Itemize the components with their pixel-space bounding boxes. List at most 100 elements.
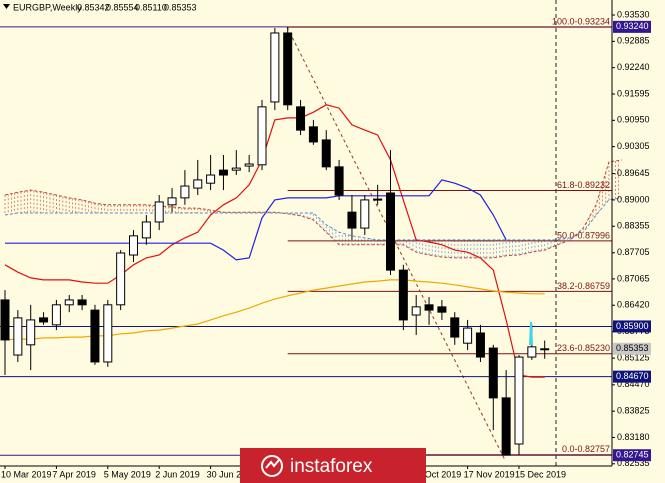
indicator-line [4, 197, 622, 241]
x-tick-label: 17 Nov 2019 [464, 469, 515, 479]
candle-body [167, 197, 177, 206]
candle-body [475, 332, 485, 358]
x-tick-label: 5 May 2019 [104, 469, 151, 479]
candle-body [386, 192, 395, 271]
price-box [613, 20, 651, 33]
candle-body [64, 299, 74, 306]
x-tick-label: 20 Oct 2019 [412, 469, 461, 479]
candle-body [373, 198, 383, 201]
price-box-label: 0.93240 [616, 21, 649, 31]
x-tick-label: 7 Apr 2019 [52, 469, 96, 479]
y-tick-label: 0.85125 [617, 352, 650, 362]
price-box-label: 0.84670 [616, 371, 649, 381]
logo-ring [261, 455, 283, 477]
indicator-line [5, 179, 507, 261]
indicator-line [4, 104, 545, 378]
candle-body [26, 319, 36, 346]
candle-body [540, 348, 550, 351]
candle-body [193, 179, 203, 189]
logo-arrow [265, 459, 280, 469]
fib-label: 23.6-0.85230 [557, 343, 610, 353]
y-tick-label: 0.88355 [617, 221, 650, 231]
price-box-label: 0.82745 [616, 450, 649, 460]
trend-line [286, 26, 506, 461]
price-box-label: 0.85353 [616, 343, 649, 353]
candle-body [334, 166, 344, 196]
highlight-marker [529, 322, 533, 345]
price-box-label: 0.85900 [616, 321, 649, 331]
candle-body [116, 252, 126, 306]
y-tick-label: 0.87065 [617, 273, 650, 283]
x-tick-label: 2 Jun 2019 [155, 469, 200, 479]
candle-body [0, 299, 10, 341]
price-box [613, 320, 651, 333]
watermark-text: instaforex [290, 456, 373, 477]
header-low: 0.85110 [135, 2, 167, 12]
x-tick-label: 30 Jun 2019 [207, 469, 257, 479]
x-tick-label: 10 Mar 2019 [1, 469, 52, 479]
y-tick-label: 0.89645 [617, 168, 650, 178]
y-tick-label: 0.86420 [617, 300, 650, 310]
y-tick-label: 0.89000 [617, 194, 650, 204]
candle-body [141, 221, 151, 239]
y-tick-label: 0.82535 [617, 458, 650, 468]
candle-body [218, 169, 228, 176]
y-tick-label: 0.84470 [617, 379, 650, 389]
candle-body [463, 327, 473, 344]
candle-body [270, 32, 280, 103]
candle-body [501, 397, 511, 456]
candle-body [129, 235, 138, 256]
fib-label: 50.0-0.87996 [557, 230, 610, 240]
fib-label: 100.0-0.93234 [552, 16, 610, 26]
y-tick-label: 0.83825 [617, 406, 650, 416]
header-open: 0.85342 [77, 2, 110, 12]
y-tick-label: 0.90305 [617, 141, 650, 151]
fib-label: 0.0-0.82757 [562, 444, 610, 454]
menu-triangle [3, 4, 10, 9]
banner-background [240, 448, 426, 483]
candle-body [411, 306, 421, 316]
candle-body [488, 347, 498, 399]
candle-body [90, 309, 100, 363]
price-box [613, 449, 651, 462]
y-tick-label: 0.93530 [617, 9, 650, 19]
candle-body [437, 306, 447, 313]
y-tick-label: 0.83180 [617, 432, 650, 442]
y-tick-label: 0.87705 [617, 247, 650, 257]
candle-body [283, 32, 293, 106]
price-box [613, 342, 651, 355]
fib-label: 61.8-0.89232 [557, 180, 610, 190]
header-high: 0.85554 [106, 2, 139, 12]
fib-label: 38.2-0.86759 [557, 281, 610, 291]
candle-body [514, 356, 524, 445]
candle-body [296, 106, 306, 131]
candle-body [527, 346, 537, 358]
watermark-banner: instaforex [240, 448, 426, 483]
candle-body [360, 199, 370, 229]
axis-layer: 0.93530 0.92885 0.92240 0.91595 0.90950 0.903… [1, 9, 651, 479]
plot-layer: 100.0-0.93234 61.8-0.89232 50.0-0.87996 38.… [0, 16, 622, 456]
candle-body [154, 201, 164, 223]
candle-body [308, 126, 318, 143]
indicator-line [4, 159, 622, 259]
header-close: 0.85353 [164, 2, 197, 12]
candle-body [450, 317, 460, 338]
symbol-title: EURGBP,Weekly [13, 2, 82, 12]
candle-body [206, 174, 216, 184]
candle-body [424, 304, 434, 311]
candle-body [244, 163, 254, 167]
candle-body [77, 299, 87, 306]
back-layer [286, 0, 557, 466]
x-tick-label: 15 Dec 2019 [515, 469, 566, 479]
candle-body [231, 167, 241, 171]
candle-body [103, 304, 113, 363]
candle-body [321, 139, 331, 168]
y-tick-label: 0.91595 [617, 88, 650, 98]
y-tick-label: 0.92240 [617, 62, 650, 72]
candle-body [180, 185, 190, 199]
candle-body [51, 304, 61, 326]
candle-body [398, 269, 408, 321]
